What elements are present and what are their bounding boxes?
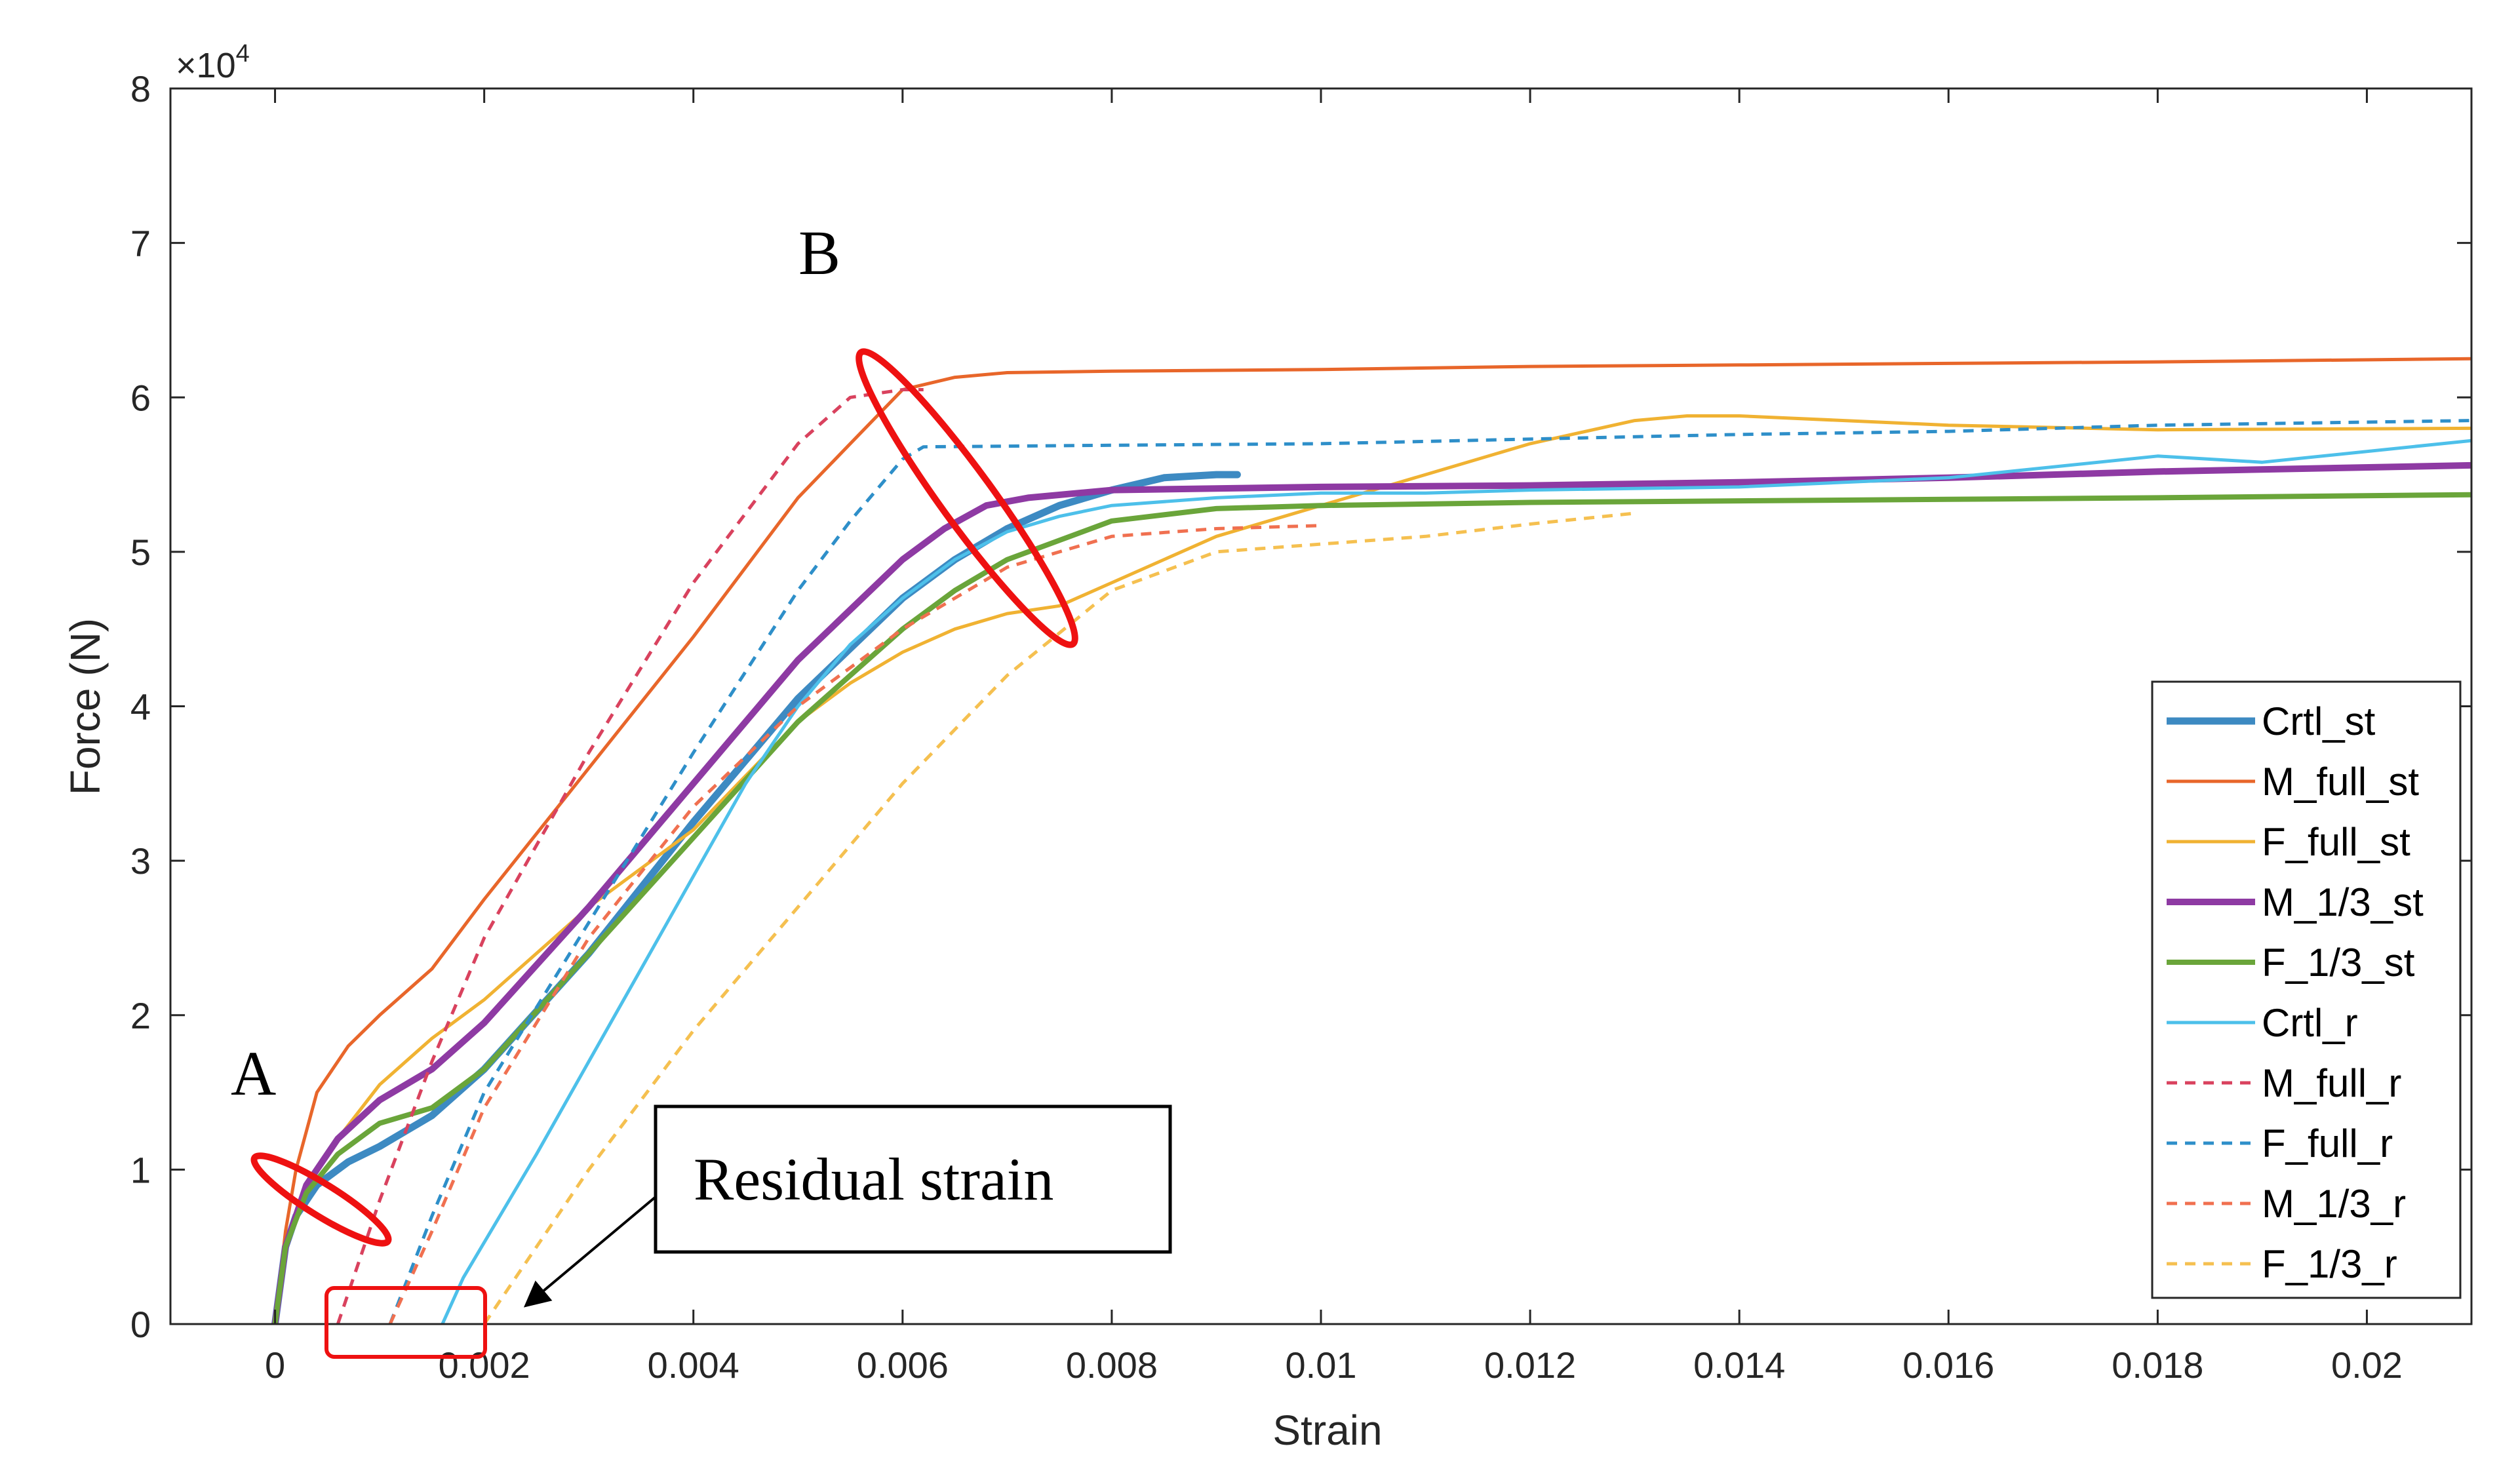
residual-strain-highlight xyxy=(325,1286,487,1359)
point-a-ellipse xyxy=(250,1152,392,1247)
x-tick-label: 0.018 xyxy=(2112,1344,2203,1386)
series-line-crtl-r xyxy=(441,439,2471,1324)
point-b-ellipse xyxy=(856,348,1078,648)
point-a-label: A xyxy=(231,1038,276,1108)
legend: Crtl_st M_full_st F_full_st M_1/3_st F_1/3_s… xyxy=(2151,680,2462,1299)
y-axis-title: Force (N) xyxy=(62,618,109,795)
series-line-f-full-r xyxy=(388,419,2471,1324)
series-line-m-full-r xyxy=(336,388,924,1324)
legend-label: M_full_r xyxy=(2262,1061,2401,1105)
plot-area xyxy=(170,88,2471,1324)
legend-label: F_1/3_r xyxy=(2262,1242,2397,1286)
y-tick-label: 8 xyxy=(130,68,151,109)
y-tick-label: 1 xyxy=(130,1149,151,1190)
x-axis-title: Strain xyxy=(1272,1407,1382,1454)
y-multiplier-exponent: 4 xyxy=(236,40,250,68)
y-axis: 0 1 2 3 4 5 6 7 8 xyxy=(130,68,2471,1345)
series-line-f-1-3-st xyxy=(272,492,2471,1324)
y-multiplier-label: ×104 xyxy=(176,40,250,85)
legend-label: M_full_st xyxy=(2262,760,2419,804)
point-b-label: B xyxy=(798,218,840,288)
y-tick-label: 0 xyxy=(130,1304,151,1345)
x-tick-label: 0.014 xyxy=(1693,1344,1785,1386)
legend-label: F_full_r xyxy=(2262,1122,2393,1165)
series-line-f-full-st xyxy=(273,414,2471,1324)
y-tick-label: 6 xyxy=(130,377,151,418)
x-tick-label: 0.02 xyxy=(2331,1344,2403,1386)
x-tick-label: 0.016 xyxy=(1902,1344,1994,1386)
x-tick-label: 0.012 xyxy=(1484,1344,1576,1386)
x-tick-label: 0.01 xyxy=(1286,1344,1357,1386)
residual-strain-box xyxy=(654,1104,1172,1254)
y-tick-label: 3 xyxy=(130,840,151,882)
residual-strain-label: Residual strain xyxy=(694,1146,1053,1213)
x-tick-label: 0.006 xyxy=(857,1344,949,1386)
residual-strain-arrow xyxy=(523,1196,657,1308)
x-axis: 0 0.002 0.004 0.006 0.008 0.01 0.012 0.014 0.016… xyxy=(265,88,2403,1386)
series-line-m-1-3-st xyxy=(271,461,2471,1324)
legend-label: M_1/3_r xyxy=(2262,1182,2406,1226)
legend-label: F_1/3_st xyxy=(2262,941,2415,985)
y-tick-label: 7 xyxy=(130,223,151,264)
x-tick-label: 0.004 xyxy=(648,1344,739,1386)
series-line-m-full-st xyxy=(273,357,2471,1324)
series-line-m-1-3-r xyxy=(388,524,1322,1324)
legend-label: F_full_st xyxy=(2262,820,2410,864)
series-layer xyxy=(271,357,2471,1324)
y-tick-label: 4 xyxy=(130,686,151,728)
legend-label: M_1/3_st xyxy=(2262,880,2424,924)
residual-strain-callout: Residual strain xyxy=(523,1104,1172,1308)
y-tick-label: 2 xyxy=(130,995,151,1036)
series-line-f-1-3-r xyxy=(482,511,1635,1324)
legend-label: Crtl_r xyxy=(2262,1001,2358,1045)
y-tick-label: 5 xyxy=(130,532,151,573)
legend-box xyxy=(2151,680,2462,1299)
x-tick-label: 0.008 xyxy=(1066,1344,1158,1386)
legend-label: Crtl_st xyxy=(2262,699,2376,743)
x-tick-label: 0 xyxy=(265,1344,285,1386)
